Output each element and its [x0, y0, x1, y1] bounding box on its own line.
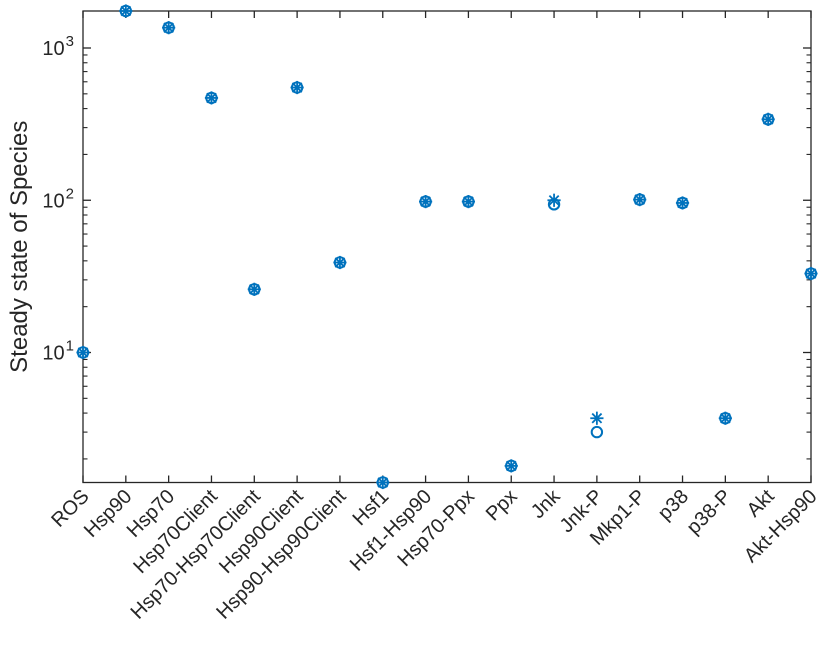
- x-tick-label: Ppx: [482, 485, 522, 525]
- data-point-asterisk: [634, 194, 646, 205]
- y-tick-label: 103: [42, 33, 74, 60]
- data-point-asterisk: [463, 196, 474, 207]
- x-tick-label: Akt: [743, 485, 779, 521]
- data-point-asterisk: [163, 22, 174, 33]
- data-point-asterisk: [206, 92, 217, 104]
- data-point-asterisk: [77, 347, 89, 358]
- data-point-asterisk: [120, 5, 132, 17]
- data-point-asterisk: [248, 284, 260, 295]
- data-point-asterisk: [334, 257, 346, 268]
- data-point-asterisk: [720, 412, 731, 424]
- data-point-asterisk: [505, 460, 517, 472]
- y-axis-label: Steady state of Species: [6, 121, 33, 373]
- data-point-asterisk: [762, 114, 774, 125]
- data-point-asterisk: [805, 268, 817, 279]
- data-point-asterisk: [677, 197, 688, 209]
- y-tick-label: 102: [42, 185, 74, 212]
- plot-box: [82, 10, 812, 484]
- x-tick-label: p38-P: [683, 485, 736, 538]
- y-tick-label: 101: [42, 337, 74, 364]
- data-point-asterisk: [377, 477, 389, 488]
- data-point-asterisk: [291, 82, 303, 93]
- data-point-asterisk: [591, 412, 603, 424]
- data-point-asterisk: [548, 194, 560, 206]
- data-point-asterisk: [420, 196, 431, 207]
- data-point-circle: [590, 425, 604, 439]
- x-tick-label: Hsp90: [80, 485, 136, 541]
